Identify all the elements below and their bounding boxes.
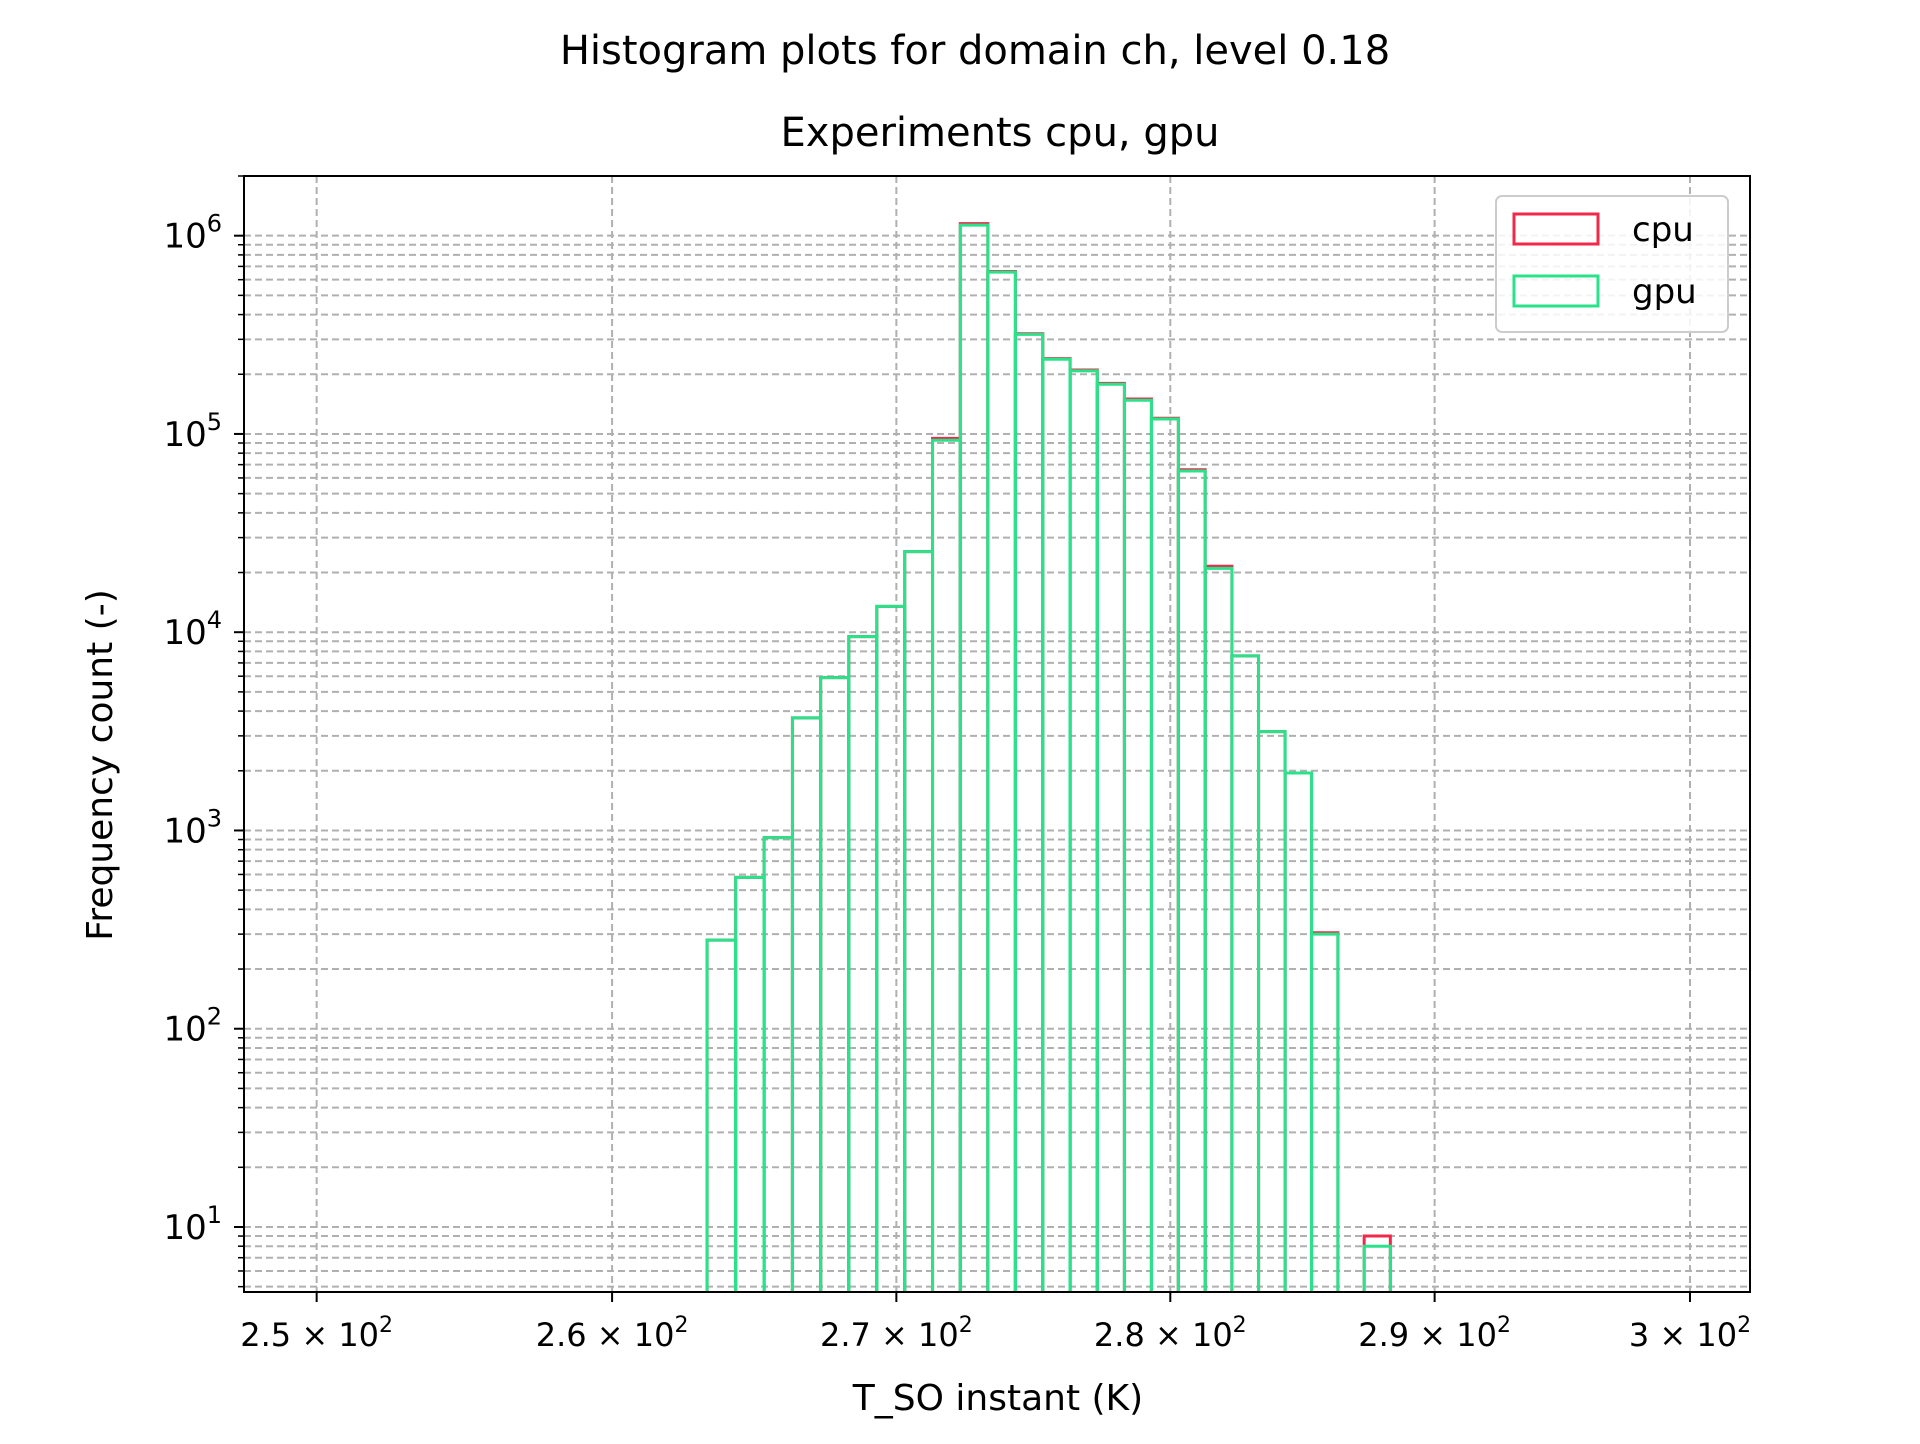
histogram-bar-gpu [986,270,1017,1292]
histogram-bar-gpu [875,604,907,1292]
legend-swatch-cpu [1512,212,1600,246]
y-axis-label: Frequency count (-) [80,589,121,941]
histogram-bar-cpu [1230,654,1261,1292]
histogram-bar-cpu [931,436,962,1292]
histogram-bar-gpu [1041,357,1072,1292]
y-tick-label: 103 [163,804,222,851]
histogram-bar-gpu [734,875,766,1292]
plot-frame [243,175,1751,1293]
x-tick-label: 2.8 × 102 [1094,1313,1247,1354]
histogram-bar-cpu [875,604,907,1292]
y-tick-label: 104 [163,606,222,653]
histogram-bar-cpu [790,716,823,1292]
histogram-bar-gpu [1122,398,1153,1292]
histogram-bar-cpu [1149,416,1180,1292]
histogram-bar-gpu [705,938,738,1292]
chart-title: Experiments cpu, gpu [781,110,1220,156]
series-gpu [705,223,1392,1292]
histogram-bar-cpu [986,269,1017,1292]
histogram-bar-cpu [1095,381,1126,1292]
y-tick-label: 101 [163,1201,222,1248]
legend-box [1495,195,1729,333]
histogram-bar-gpu [1149,417,1180,1292]
x-tick-label: 2.9 × 102 [1358,1313,1511,1354]
histogram-bar-cpu [1176,468,1207,1292]
x-tick-label: 2.7 × 102 [820,1313,973,1354]
histogram-bar-gpu [1257,730,1287,1292]
histogram-bars [705,222,1392,1292]
histogram-bar-cpu [1362,1234,1392,1292]
x-tick-label: 3 × 102 [1629,1313,1751,1354]
histogram-bar-gpu [1176,469,1207,1292]
histogram-bar-cpu [1283,771,1314,1292]
histogram-bar-cpu [1041,357,1072,1292]
histogram-bar-gpu [1095,382,1126,1292]
x-tick-label: 2.6 × 102 [536,1313,689,1354]
x-axis-label: T_SO instant (K) [852,1378,1143,1419]
histogram-bar-cpu [1203,564,1234,1292]
chart-suptitle: Histogram plots for domain ch, level 0.1… [560,28,1390,74]
x-tick-label: 2.5 × 102 [240,1313,393,1354]
histogram-bar-gpu [1230,654,1261,1292]
histogram-bar-cpu [1122,397,1153,1292]
grid-lines [244,175,1750,1292]
y-axis-ticks: 101 102 103 104 105 106 [163,175,244,1288]
histogram-bar-gpu [931,438,962,1292]
histogram-bar-cpu [762,836,794,1292]
legend-label-cpu: cpu [1632,210,1694,250]
histogram-bar-cpu [1257,730,1287,1292]
histogram-bar-cpu [1310,931,1340,1292]
histogram-bar-gpu [762,836,794,1292]
histogram-bar-cpu [734,875,766,1292]
histogram-bar-gpu [1283,771,1314,1292]
histogram-bar-cpu [705,938,738,1292]
y-tick-label: 105 [163,408,222,455]
x-axis-ticks: 2.5 × 102 2.6 × 102 2.7 × 102 2.8 × 102 2.9 … [240,1292,1751,1354]
y-tick-label: 102 [163,1003,222,1050]
histogram-bar-gpu [1362,1244,1392,1292]
y-tick-label: 106 [163,210,222,257]
histogram-bar-gpu [790,716,823,1292]
legend-label-gpu: gpu [1632,272,1697,312]
histogram-bar-gpu [1310,932,1340,1292]
legend: cpu gpu [1495,195,1729,333]
legend-swatch-gpu [1512,274,1600,308]
